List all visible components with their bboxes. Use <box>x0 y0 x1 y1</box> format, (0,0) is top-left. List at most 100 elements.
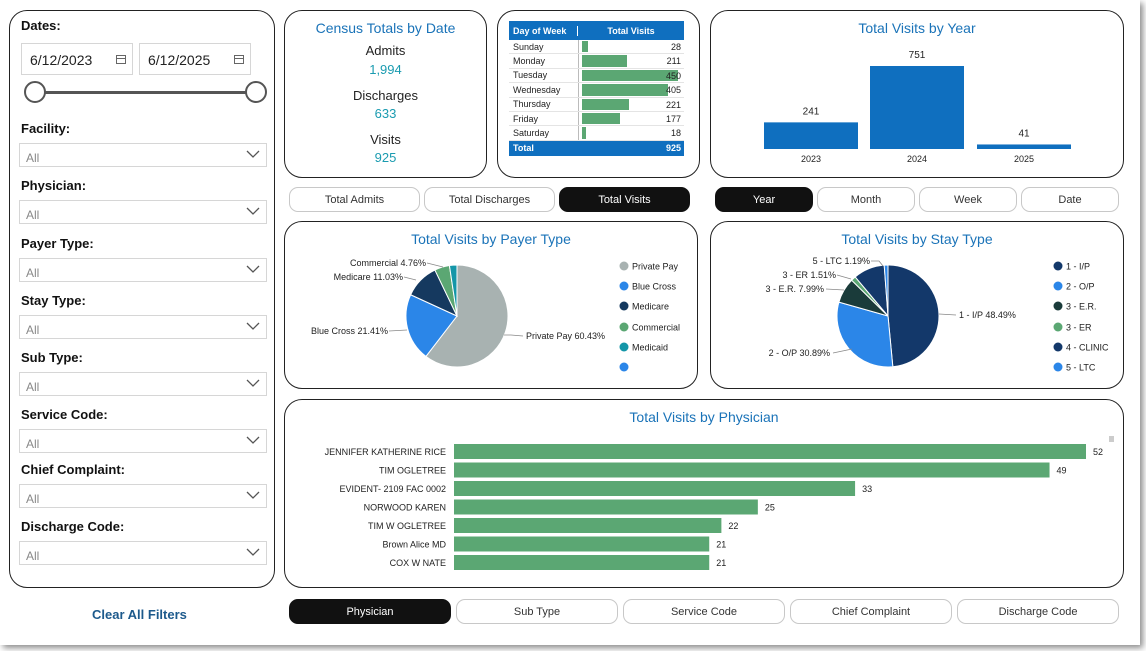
pie-slice[interactable] <box>448 264 458 317</box>
category-label: TIM W OGLETREE <box>368 521 446 531</box>
toggle-button-total-visits[interactable]: Total Visits <box>559 187 690 212</box>
filter-dropdown[interactable]: All <box>19 143 267 167</box>
toggle-button-physician[interactable]: Physician <box>289 599 451 624</box>
data-label: 49 <box>1057 466 1067 476</box>
legend-label[interactable]: 5 - LTC <box>1066 363 1096 373</box>
legend-dot[interactable] <box>1053 342 1063 352</box>
data-bar <box>582 84 669 96</box>
year-bar-chart: 241 2023 751 2024 41 2025 <box>764 50 1071 164</box>
chevron-down-icon[interactable] <box>246 321 260 331</box>
bar[interactable] <box>454 481 856 496</box>
chevron-down-icon[interactable] <box>246 435 260 445</box>
legend-label[interactable]: 1 - I/P <box>1066 262 1090 272</box>
toggle-button-date[interactable]: Date <box>1021 187 1119 212</box>
legend-label[interactable]: 3 - E.R. <box>1066 302 1097 312</box>
calendar-icon[interactable] <box>116 55 126 64</box>
filter-dropdown[interactable]: All <box>19 258 267 282</box>
legend-dot[interactable] <box>1053 261 1063 271</box>
slider-start-handle[interactable] <box>24 81 46 103</box>
slice-label: Medicare 11.03% <box>334 272 403 282</box>
payer-pie-chart: Private Pay 60.43% Blue Cross 21.41% Medic… <box>311 258 680 372</box>
legend-dot[interactable] <box>619 281 629 291</box>
slice-label: 3 - E.R. 7.99% <box>765 284 824 294</box>
legend-label[interactable]: Private Pay <box>632 262 679 272</box>
bar[interactable] <box>454 536 710 552</box>
toggle-button-total-admits[interactable]: Total Admits <box>289 187 420 212</box>
table-row[interactable]: Wednesday 405 <box>509 83 684 98</box>
legend-label[interactable]: 2 - O/P <box>1066 282 1095 292</box>
filter-dropdown[interactable]: All <box>19 541 267 565</box>
toggle-button-year[interactable]: Year <box>715 187 813 212</box>
filter-dropdown[interactable]: All <box>19 372 267 396</box>
legend-dot[interactable] <box>619 301 629 311</box>
legend-dot[interactable] <box>619 342 629 352</box>
column-header-day[interactable]: Day of Week <box>509 25 578 36</box>
chevron-down-icon[interactable] <box>246 264 260 274</box>
bar[interactable] <box>870 66 964 149</box>
legend-dot[interactable] <box>1053 362 1063 372</box>
toggle-button-month[interactable]: Month <box>817 187 915 212</box>
pie-slice[interactable] <box>836 301 894 368</box>
filter-label: Chief Complaint: <box>21 462 125 477</box>
table-row[interactable]: Thursday 221 <box>509 97 684 112</box>
slice-label: Blue Cross 21.41% <box>311 326 388 336</box>
legend-dot[interactable] <box>619 261 629 271</box>
chevron-down-icon[interactable] <box>246 206 260 216</box>
end-date-input[interactable]: 6/12/2025 <box>139 43 251 75</box>
toggle-button-sub-type[interactable]: Sub Type <box>456 599 618 624</box>
legend-label[interactable]: Commercial <box>632 323 680 333</box>
toggle-button-discharge-code[interactable]: Discharge Code <box>957 599 1119 624</box>
day-of-week-table: Day of Week Total Visits Sunday 28 Monday 2… <box>509 21 684 156</box>
pie-slice[interactable] <box>887 264 940 368</box>
bar[interactable] <box>764 122 858 149</box>
chevron-down-icon[interactable] <box>246 378 260 388</box>
start-date-input[interactable]: 6/12/2023 <box>21 43 133 75</box>
date-range-slider[interactable] <box>34 91 256 94</box>
clear-all-filters-button[interactable]: Clear All Filters <box>92 607 187 622</box>
pie-slice[interactable] <box>425 264 509 368</box>
table-row[interactable]: Tuesday 450 <box>509 68 684 84</box>
table-row[interactable]: Sunday 28 <box>509 40 684 55</box>
legend-label[interactable]: 3 - ER <box>1066 323 1092 333</box>
bar[interactable] <box>454 555 710 570</box>
bar[interactable] <box>454 518 722 533</box>
table-row[interactable]: Friday 177 <box>509 111 684 127</box>
calendar-icon[interactable] <box>234 55 244 64</box>
payer-type-card: Total Visits by Payer Type Private Pay 6… <box>284 221 698 389</box>
bar[interactable] <box>454 462 1050 478</box>
admits-label: Admits <box>365 43 406 58</box>
bar[interactable] <box>977 144 1071 149</box>
legend-label[interactable]: Medicaid <box>632 343 668 353</box>
table-row[interactable]: Monday 211 <box>509 54 684 69</box>
column-header-visits[interactable]: Total Visits <box>607 25 655 36</box>
filter-dropdown[interactable]: All <box>19 429 267 453</box>
chevron-down-icon[interactable] <box>246 547 260 557</box>
filter-dropdown[interactable]: All <box>19 484 267 508</box>
table-row[interactable]: Saturday 18 <box>509 126 684 141</box>
toggle-button-chief-complaint[interactable]: Chief Complaint <box>790 599 952 624</box>
category-label: TIM OGLETREE <box>379 466 446 476</box>
slice-label: 2 - O/P 30.89% <box>769 348 830 358</box>
visits-value: 925 <box>374 150 397 165</box>
slider-end-handle[interactable] <box>245 81 267 103</box>
scrollbar[interactable] <box>1109 436 1114 582</box>
filter-dropdown[interactable]: All <box>19 315 267 339</box>
legend-label[interactable]: Blue Cross <box>632 282 677 292</box>
bar[interactable] <box>454 444 1086 459</box>
chevron-down-icon[interactable] <box>246 490 260 500</box>
toggle-button-service-code[interactable]: Service Code <box>623 599 785 624</box>
legend-dot[interactable] <box>619 362 629 372</box>
legend-dot[interactable] <box>619 322 629 332</box>
toggle-button-total-discharges[interactable]: Total Discharges <box>424 187 555 212</box>
filter-dropdown[interactable]: All <box>19 200 267 224</box>
toggle-button-week[interactable]: Week <box>919 187 1017 212</box>
slice-label: 3 - ER 1.51% <box>782 270 836 280</box>
legend-dot[interactable] <box>1053 301 1063 311</box>
legend-label[interactable]: Medicare <box>632 302 669 312</box>
pie-slice[interactable] <box>883 264 889 317</box>
bar[interactable] <box>454 499 758 515</box>
legend-dot[interactable] <box>1053 322 1063 332</box>
legend-label[interactable]: 4 - CLINIC <box>1066 343 1109 353</box>
legend-dot[interactable] <box>1053 281 1063 291</box>
chevron-down-icon[interactable] <box>246 149 260 159</box>
